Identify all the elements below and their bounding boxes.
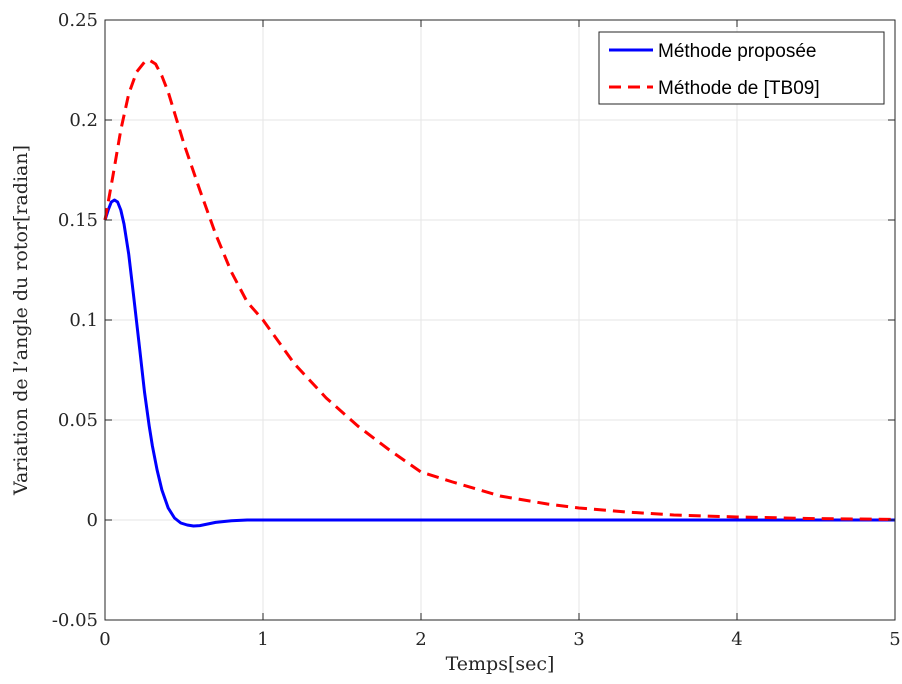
y-tick-label: 0.25 [58,10,98,31]
y-tick-label: 0.15 [58,210,98,231]
x-tick-label: 0 [99,629,110,650]
legend-label-proposed: Méthode proposée [658,41,816,62]
y-axis-label: Variation de l’angle du rotor[radian] [10,145,32,496]
x-tick-labels: 0 1 2 3 4 5 [99,629,900,650]
y-tick-label: 0.1 [69,310,98,331]
x-axis-label: Temps[sec] [446,653,555,675]
y-tick-label: -0.05 [52,610,98,631]
legend-label-tb09: Méthode de [TB09] [658,78,820,99]
x-tick-label: 1 [257,629,268,650]
grid [104,19,896,621]
series-line-1 [103,58,896,521]
x-tick-label: 3 [573,629,584,650]
ticks [104,19,896,621]
x-tick-label: 2 [415,629,426,650]
x-tick-label: 4 [731,629,742,650]
y-tick-label: 0 [87,510,98,531]
legend: Méthode proposée Méthode de [TB09] [598,31,885,105]
series-layer [103,58,896,528]
y-tick-label: 0.05 [58,410,98,431]
x-tick-label: 5 [889,629,900,650]
y-tick-label: 0.2 [69,110,98,131]
series-line-0 [103,198,895,528]
legend-box [598,31,885,105]
y-tick-labels: -0.05 0 0.05 0.1 0.15 0.2 0.25 [52,10,98,631]
